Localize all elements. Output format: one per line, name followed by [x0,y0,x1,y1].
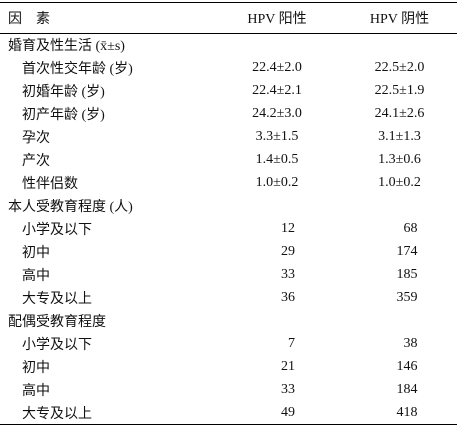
value-cell: 21 [212,356,342,379]
data-row: 高中 33 184 [0,379,457,402]
value-cell: 185 [342,264,457,287]
data-row: 性伴侣数 1.0±0.2 1.0±0.2 [0,172,457,195]
mean-value: 3.1±1.3 [378,129,421,144]
section-row: 本人受教育程度 (人) [0,195,457,218]
row-label: 初中 [22,246,50,261]
row-label: 首次性交年龄 (岁) [22,62,133,77]
value-cell: 146 [342,356,457,379]
table-body: 婚育及性生活 (x̄±s) 首次性交年龄 (岁) 22.4±2.0 22.5±2.0 初… [0,34,457,425]
value-cell: 38 [342,333,457,356]
count-value: 38 [403,336,418,351]
data-row: 大专及以上 36 359 [0,287,457,310]
data-row: 大专及以上 49 418 [0,402,457,425]
count-value: 146 [396,359,418,374]
value-cell: 3.3±1.5 [212,126,342,149]
mean-value: 22.4±2.0 [252,60,302,75]
mean-value: 24.1±2.6 [374,106,425,121]
count-value: 49 [281,404,295,420]
data-row: 初产年龄 (岁) 24.2±3.0 24.1±2.6 [0,103,457,126]
value-cell: 68 [342,218,457,241]
value-cell: 22.5±1.9 [342,80,457,103]
value-cell: 24.1±2.6 [342,103,457,126]
data-row: 孕次 3.3±1.5 3.1±1.3 [0,126,457,149]
count-value: 68 [403,221,418,236]
count-value: 21 [281,359,295,374]
count-value: 7 [288,336,295,351]
value-cell: 1.4±0.5 [212,149,342,172]
count-value: 174 [396,244,418,259]
count-value: 12 [281,221,295,236]
section-title: 配偶受教育程度 [8,315,106,330]
section-title: 本人受教育程度 (人) [8,200,133,215]
value-cell: 359 [342,287,457,310]
row-label: 孕次 [22,131,50,146]
value-cell: 22.4±2.0 [212,57,342,80]
section-title: 婚育及性生活 (x̄±s) [8,39,125,55]
row-label: 高中 [22,384,50,399]
data-row: 小学及以下 12 68 [0,218,457,241]
header-cell: HPV 阴性 [369,12,430,27]
mean-value: 22.5±2.0 [374,60,425,75]
mean-value: 24.2±3.0 [252,106,302,121]
header-cell: 因 素 [8,12,50,27]
row-label: 大专及以上 [22,292,92,307]
count-value: 184 [396,382,418,397]
row-label: 小学及以下 [22,223,92,238]
row-label: 大专及以上 [22,406,92,422]
row-label: 高中 [22,269,50,284]
mean-value: 1.0±0.2 [255,175,299,190]
data-row: 初中 29 174 [0,241,457,264]
row-label: 初中 [22,361,50,376]
value-cell: 22.5±2.0 [342,57,457,80]
row-label: 初产年龄 (岁) [22,108,105,123]
value-cell: 36 [212,287,342,310]
row-label: 性伴侣数 [22,177,78,192]
mean-value: 22.5±1.9 [374,83,425,98]
data-row: 首次性交年龄 (岁) 22.4±2.0 22.5±2.0 [0,57,457,80]
value-cell: 29 [212,241,342,264]
value-cell: 1.0±0.2 [212,172,342,195]
row-label: 产次 [22,154,50,169]
mean-value: 22.4±2.1 [252,83,302,98]
value-cell: 7 [212,333,342,356]
header-row: 因 素 HPV 阳性 HPV 阴性 [0,2,457,34]
value-cell: 22.4±2.1 [212,80,342,103]
mean-value: 1.3±0.6 [378,152,421,167]
table-header: 因 素 HPV 阳性 HPV 阴性 [0,2,457,34]
row-label: 初婚年龄 (岁) [22,85,105,100]
value-cell: 49 [212,402,342,425]
data-row: 初中 21 146 [0,356,457,379]
data-row: 高中 33 185 [0,264,457,287]
count-value: 33 [281,267,295,282]
count-value: 185 [396,267,418,282]
value-cell: 184 [342,379,457,402]
count-value: 36 [281,290,295,305]
mean-value: 3.3±1.5 [255,129,299,144]
count-value: 29 [281,244,295,259]
value-cell: 174 [342,241,457,264]
row-label: 小学及以下 [22,338,92,353]
value-cell: 24.2±3.0 [212,103,342,126]
count-value: 359 [396,290,418,305]
value-cell: 3.1±1.3 [342,126,457,149]
count-value: 418 [396,404,418,420]
section-row: 配偶受教育程度 [0,310,457,333]
value-cell: 1.0±0.2 [342,172,457,195]
value-cell: 418 [342,402,457,425]
section-row: 婚育及性生活 (x̄±s) [0,34,457,57]
value-cell: 12 [212,218,342,241]
header-cell: HPV 阳性 [247,12,307,27]
value-cell: 33 [212,264,342,287]
mean-value: 1.4±0.5 [255,152,299,167]
value-cell: 33 [212,379,342,402]
data-row: 小学及以下 7 38 [0,333,457,356]
data-row: 产次 1.4±0.5 1.3±0.6 [0,149,457,172]
mean-value: 1.0±0.2 [378,175,421,190]
value-cell: 1.3±0.6 [342,149,457,172]
data-row: 初婚年龄 (岁) 22.4±2.1 22.5±1.9 [0,80,457,103]
count-value: 33 [281,382,295,397]
